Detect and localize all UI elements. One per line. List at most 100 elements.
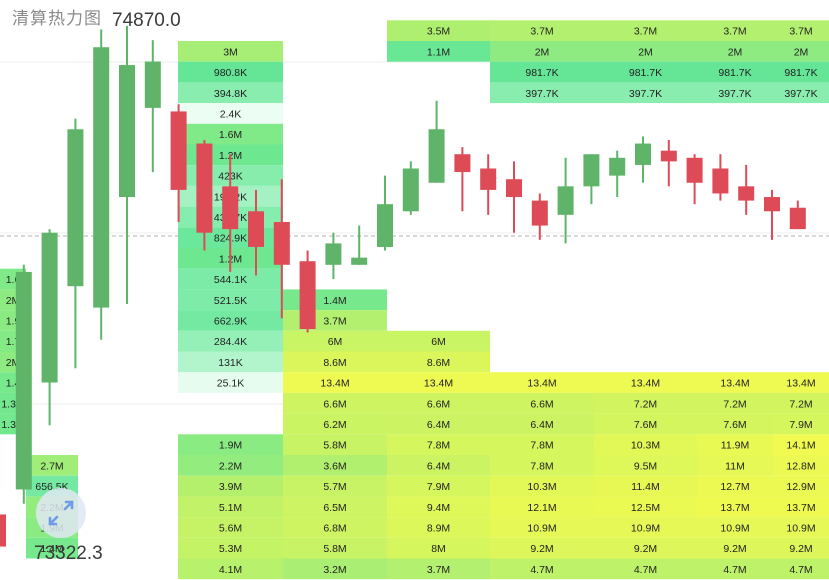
heatmap-cell — [283, 496, 387, 518]
heatmap-cell-label: 2.4K — [220, 108, 242, 120]
heatmap-cell-label: 4.7M — [634, 564, 657, 576]
heatmap-cell-label: 13.4M — [720, 378, 749, 390]
heatmap-cell — [697, 392, 773, 414]
heatmap-cell-label: 7.8M — [427, 440, 450, 452]
heatmap-cell-label: 4.1M — [219, 564, 242, 576]
heatmap-cell — [697, 20, 773, 41]
heatmap-cell-label: 3.6M — [323, 460, 346, 472]
heatmap-cell — [283, 413, 387, 435]
heatmap-cell-label: 5.3M — [219, 543, 242, 555]
heatmap-cell-label: 6.4M — [427, 419, 450, 431]
heatmap-cell — [697, 61, 773, 83]
heatmap-cell — [594, 20, 697, 41]
candle-body — [119, 65, 135, 198]
heatmap-cell — [773, 82, 829, 104]
heatmap-cell-label: 11.9M — [721, 440, 749, 452]
heatmap-cell — [178, 41, 283, 62]
heatmap-cell-label: 397.7K — [629, 88, 662, 100]
heatmap-cell — [773, 517, 829, 538]
heatmap-cell — [594, 372, 697, 393]
heatmap-cell-label: 2M — [638, 46, 653, 58]
heatmap-cell — [283, 455, 387, 476]
heatmap-cell-label: 6.4M — [427, 460, 450, 472]
heatmap-cell-label: 3.7M — [323, 315, 346, 327]
heatmap-cell-label: 6M — [328, 336, 343, 348]
candle-body — [738, 186, 755, 201]
heatmap-cell-label: 14.1M — [786, 440, 815, 452]
candle-body — [660, 150, 677, 162]
heatmap-cell-label: 8.9M — [427, 522, 450, 534]
heatmap-cell — [387, 41, 490, 62]
candlestick-series — [0, 25, 806, 547]
heatmap-cell-label: 3.5M — [427, 26, 450, 38]
candle-body — [170, 111, 187, 190]
heatmap-cell-label: 5.8M — [323, 440, 346, 452]
heatmap-cell-label: 9.2M — [789, 543, 812, 555]
heatmap-cell — [178, 289, 283, 311]
candle-body — [764, 197, 780, 212]
heatmap-cell-label: 662.9K — [214, 315, 247, 327]
heatmap-cell-label: 4.7M — [530, 564, 553, 576]
heatmap-cell-label: 2.7M — [40, 460, 63, 472]
heatmap-cell-label: 25.1K — [217, 378, 244, 390]
heatmap-cell-label: 11.4M — [631, 481, 659, 493]
heatmap-cell — [387, 351, 490, 373]
heatmap-cell — [697, 537, 773, 559]
heatmap-cell — [387, 413, 490, 435]
heatmap-cell-label: 12.1M — [527, 502, 556, 514]
heatmap-cell-label: 5.7M — [323, 481, 346, 493]
heatmap-cell — [387, 372, 490, 393]
heatmap-cell-label: 13.4M — [424, 378, 453, 390]
candle-body — [299, 261, 316, 329]
expand-arrows-icon — [48, 500, 74, 526]
heatmap-cell — [594, 455, 697, 476]
heatmap-cell-label: 3.2M — [323, 564, 346, 576]
heatmap-cell-label: 10.3M — [631, 440, 660, 452]
heatmap-cell-label: 284.4K — [214, 336, 247, 348]
heatmap-cell — [697, 41, 773, 62]
heatmap-cell-label: 9.5M — [634, 460, 657, 472]
heatmap-cell-label: 131K — [218, 357, 243, 369]
candle-body — [144, 61, 161, 108]
heatmap-cell — [387, 392, 490, 414]
heatmap-cell — [773, 537, 829, 559]
heatmap-cell — [387, 20, 490, 41]
candle-body — [248, 211, 264, 247]
heatmap-cell-label: 7.8M — [530, 460, 553, 472]
heatmap-cell-label: 10.3M — [527, 481, 556, 493]
heatmap-cell-label: 980.8K — [214, 67, 247, 79]
heatmap-cell — [773, 496, 829, 518]
heatmap-cell — [387, 434, 490, 455]
heatmap-cell-label: 7.6M — [634, 419, 657, 431]
candle-body — [583, 154, 600, 187]
heatmap-cell-label: 394.8K — [214, 88, 247, 100]
candle-body — [222, 186, 239, 230]
heatmap-cell-label: 981.7K — [629, 67, 662, 79]
heatmap-cell — [490, 434, 594, 455]
heatmap-cell — [178, 123, 283, 145]
candle-body — [377, 204, 393, 247]
expand-button[interactable] — [36, 488, 86, 538]
heatmap-cell-label: 7.9M — [427, 481, 450, 493]
candle-body — [686, 157, 703, 183]
heatmap-cell — [697, 475, 773, 497]
candle-body — [712, 168, 729, 194]
heatmap-cell-label: 13.4M — [786, 378, 815, 390]
price-low-label: 73322.3 — [34, 543, 103, 564]
heatmap-cell-label: 3.7M — [427, 564, 450, 576]
heatmap-cell — [387, 496, 490, 518]
heatmap-cell-label: 3.7M — [723, 26, 746, 38]
heatmap-cell-label: 1.4M — [40, 543, 63, 555]
heatmap-cell — [178, 434, 283, 455]
heatmap-cell — [283, 558, 387, 580]
heatmap-cell — [490, 61, 594, 83]
candle-body — [67, 129, 84, 287]
heatmap-cell-label: 8M — [431, 543, 446, 555]
candle-body — [273, 221, 290, 265]
heatmap-cell — [773, 41, 829, 62]
heatmap-cell-label: 7.8M — [530, 440, 553, 452]
heatmap-cell-label: 6.8M — [323, 522, 346, 534]
heatmap-cell — [178, 82, 283, 104]
heatmap-cell — [697, 517, 773, 538]
